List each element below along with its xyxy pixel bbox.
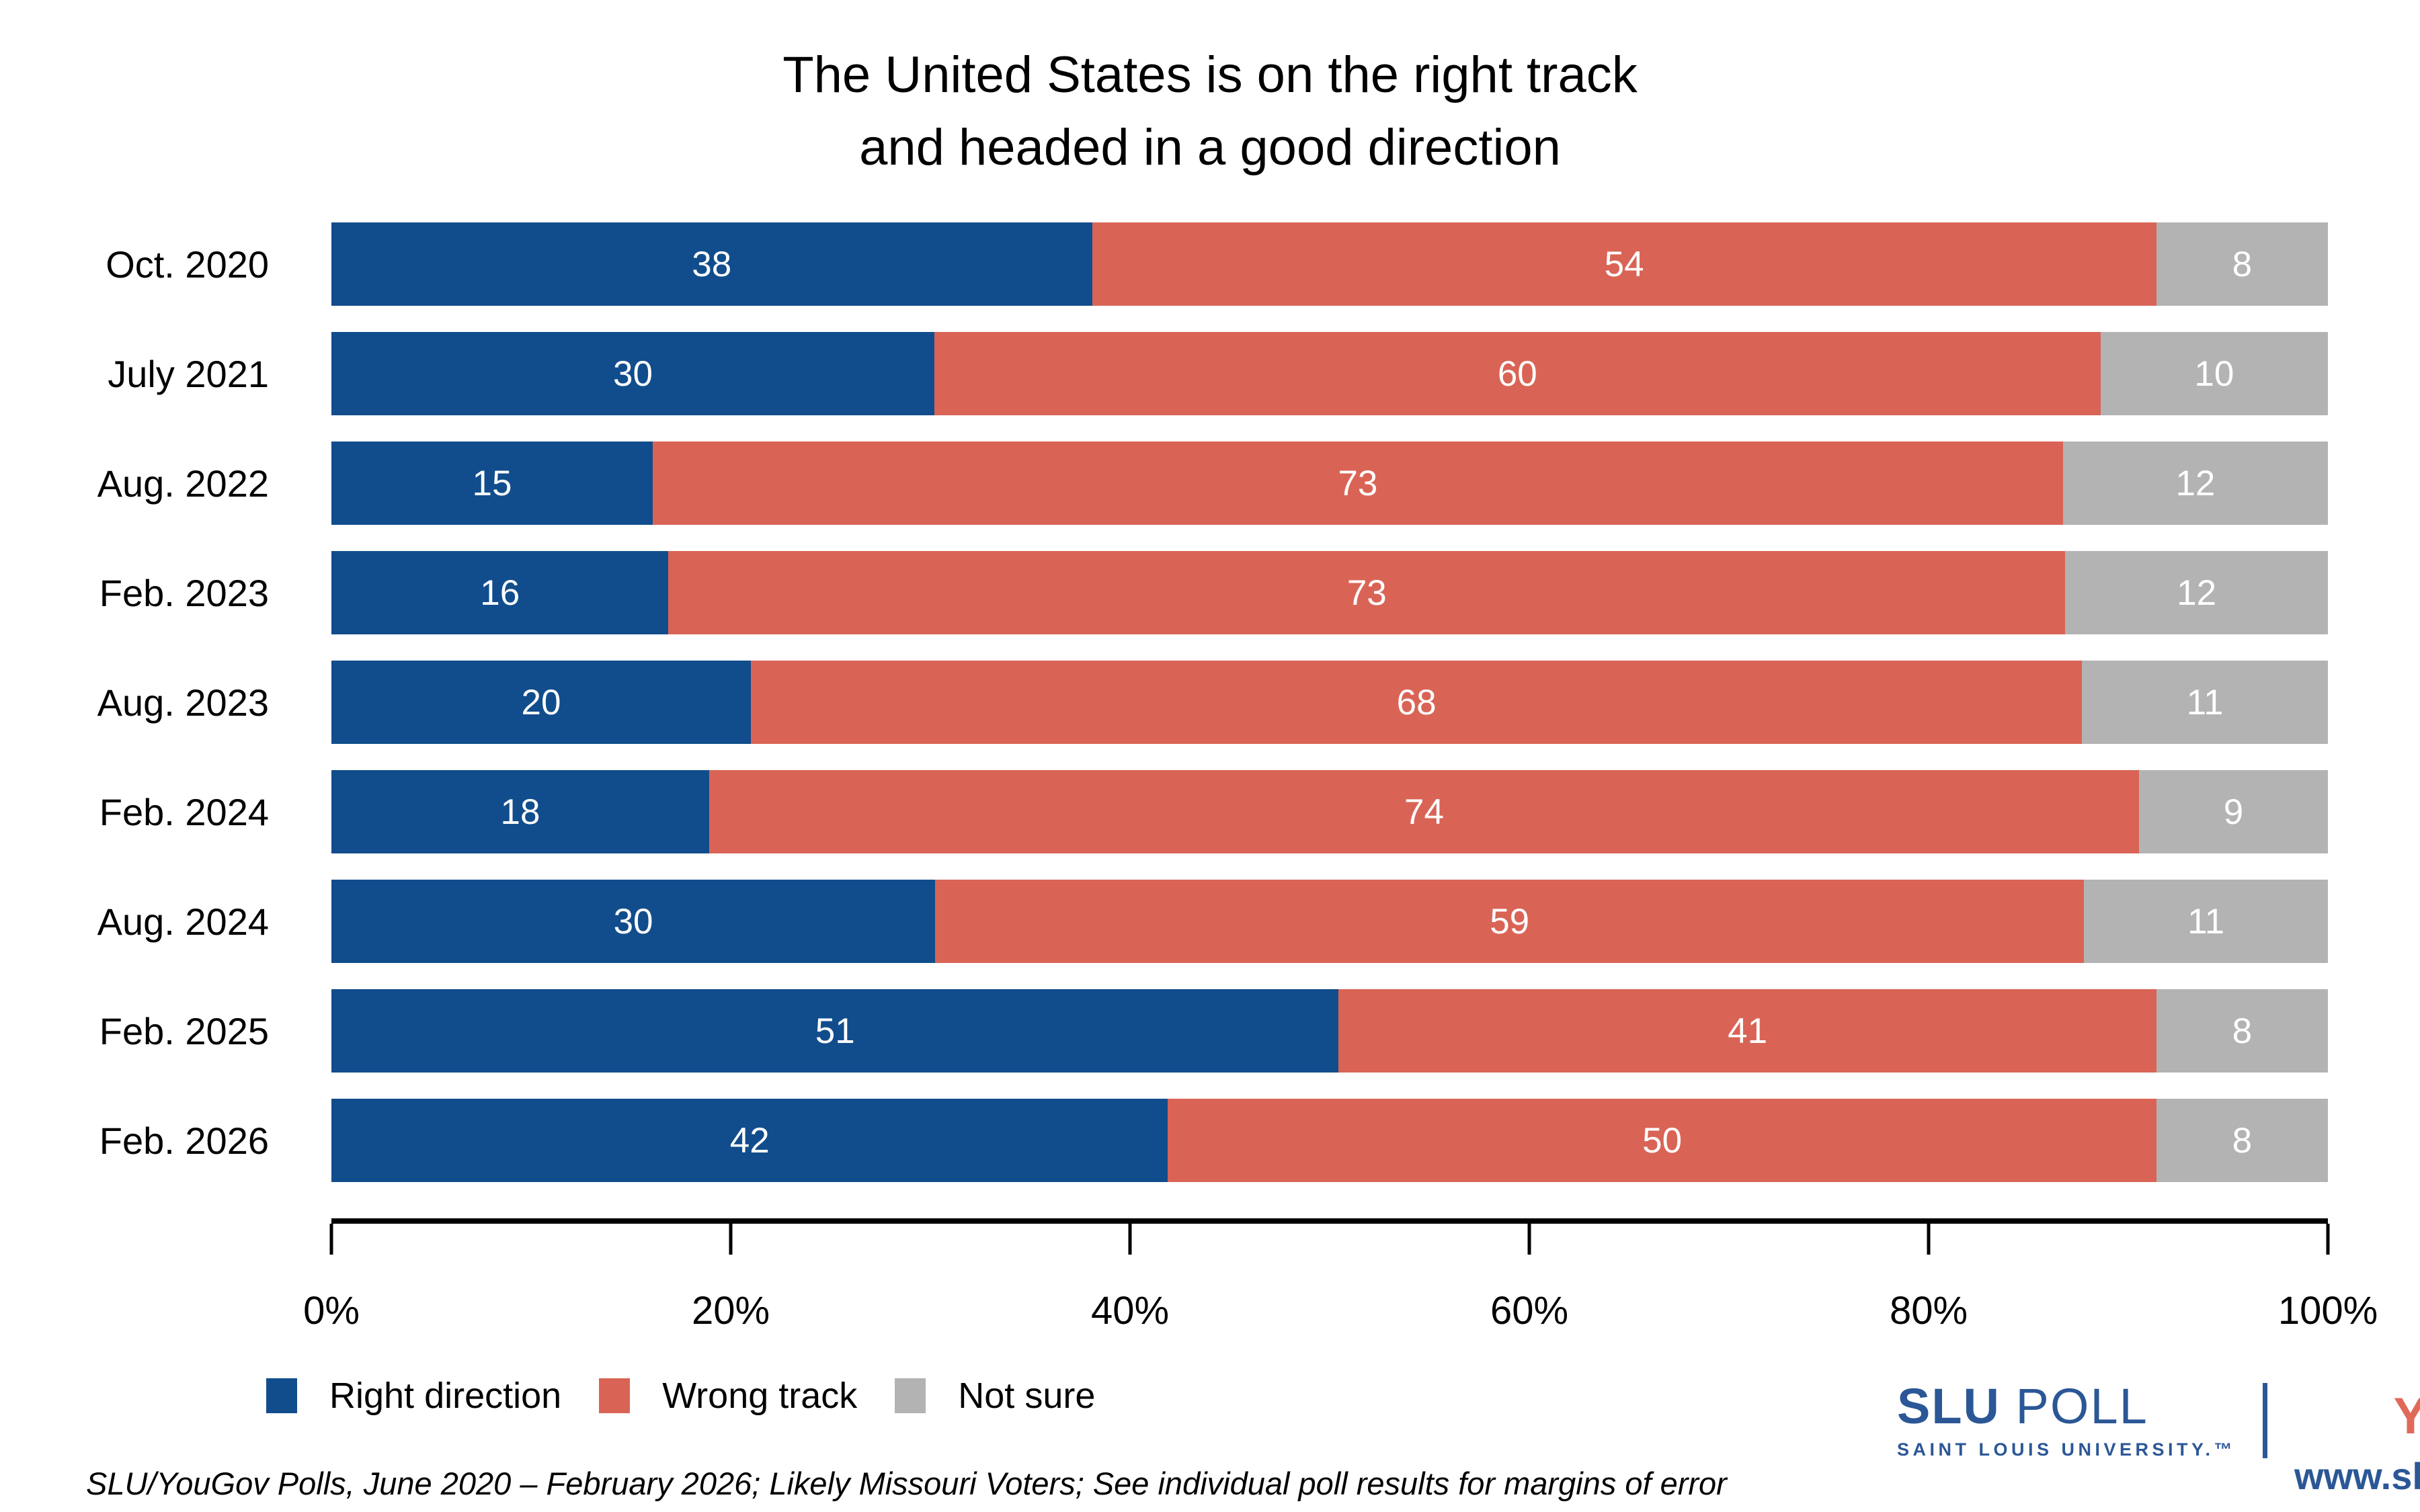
bar-segment-wrong-track: 60 [934, 332, 2101, 415]
bar-segment-not-sure: 9 [2139, 770, 2328, 853]
bar-segment-not-sure: 11 [2082, 661, 2328, 744]
bar-segment-wrong-track: 68 [751, 661, 2083, 744]
axis-tick-label: 60% [1490, 1289, 1569, 1333]
slu-poll-url: www.slu.edu/poll [2294, 1455, 2420, 1497]
legend-item-not-sure: Not sure [895, 1375, 1095, 1417]
footnote: SLU/YouGov Polls, June 2020 – February 2… [86, 1466, 1727, 1501]
legend-item-right-direction: Right direction [266, 1375, 561, 1417]
legend: Right direction Wrong track Not sure [266, 1375, 1095, 1417]
branding: SLU POLL SAINT LOUIS UNIVERSITY.™ YouGov… [1897, 1382, 2420, 1498]
bar-segment-right-direction: 15 [331, 442, 653, 525]
bar-segment-right-direction: 16 [331, 551, 669, 634]
legend-swatch [599, 1378, 631, 1413]
bar-segment-not-sure: 12 [2062, 442, 2328, 525]
stacked-bar: 20 68 11 [331, 661, 2328, 744]
axis-tick-mark [1527, 1224, 1531, 1255]
bar-segment-right-direction: 30 [331, 332, 934, 415]
legend-swatch [266, 1378, 297, 1413]
yougov-wordmark: YouGov® [2394, 1391, 2420, 1442]
row-label: Feb. 2023 [99, 571, 269, 614]
bar-segment-right-direction: 51 [331, 989, 1339, 1073]
legend-swatch [895, 1378, 926, 1413]
axis-tick-mark [329, 1224, 333, 1255]
bar-segment-not-sure: 11 [2084, 880, 2328, 963]
chart-row: Feb. 2026 42 50 8 [0, 1099, 2329, 1182]
axis-tick-label: 80% [1889, 1289, 1968, 1333]
bar-segment-not-sure: 12 [2065, 551, 2328, 634]
bar-segment-wrong-track: 59 [935, 880, 2085, 963]
axis-tick-label: 40% [1090, 1289, 1170, 1333]
bar-segment-not-sure: 10 [2100, 332, 2328, 415]
legend-label: Right direction [329, 1376, 562, 1416]
row-label: Oct. 2020 [106, 243, 269, 286]
bar-segment-wrong-track: 54 [1092, 222, 2156, 306]
row-label: Aug. 2022 [97, 462, 269, 505]
yougov-logo: YouGov® www.slu.edu/poll [2294, 1382, 2420, 1498]
chart-row: Aug. 2024 30 59 11 [0, 880, 2328, 963]
row-label: Feb. 2025 [99, 1009, 269, 1052]
chart-title-line1: The United States is on the right track [782, 46, 1638, 103]
bar-segment-not-sure: 8 [2156, 1099, 2329, 1182]
axis-tick-label: 20% [691, 1289, 770, 1333]
slu-poll-logo: SLU POLL SAINT LOUIS UNIVERSITY.™ [1897, 1382, 2236, 1460]
poll-text: POLL [2001, 1378, 2148, 1434]
stacked-bar: 15 73 12 [331, 442, 2328, 525]
legend-label: Not sure [958, 1376, 1096, 1416]
bar-segment-right-direction: 38 [331, 222, 1092, 306]
bar-segment-not-sure: 8 [2156, 222, 2328, 306]
axis-tick-mark [729, 1224, 733, 1255]
legend-label: Wrong track [662, 1376, 858, 1416]
axis-tick-mark [1128, 1224, 1132, 1255]
stacked-bar: 42 50 8 [331, 1099, 2329, 1182]
axis-tick-mark [2326, 1224, 2330, 1255]
chart-title-line2: and headed in a good direction [859, 118, 1561, 176]
bar-segment-wrong-track: 50 [1168, 1099, 2156, 1182]
row-label: July 2021 [108, 352, 269, 395]
bar-segment-not-sure: 8 [2156, 989, 2328, 1073]
slu-text: SLU [1897, 1378, 2001, 1434]
legend-item-wrong-track: Wrong track [599, 1375, 857, 1417]
chart-row: July 2021 30 60 10 [0, 332, 2328, 415]
bar-segment-wrong-track: 73 [652, 442, 2063, 525]
bar-segment-wrong-track: 73 [668, 551, 2066, 634]
bar-segment-right-direction: 30 [331, 880, 936, 963]
chart-row: Aug. 2023 20 68 11 [0, 661, 2328, 744]
axis-tick-label: 100% [2277, 1289, 2378, 1333]
chart-row: Oct. 2020 38 54 8 [0, 222, 2328, 306]
stacked-bar: 30 59 11 [331, 880, 2328, 963]
logo-divider [2263, 1383, 2268, 1458]
axis-tick-label: 0% [303, 1289, 360, 1333]
stacked-bar: 51 41 8 [331, 989, 2328, 1073]
stacked-bar: 16 73 12 [331, 551, 2328, 634]
slu-subtitle: SAINT LOUIS UNIVERSITY.™ [1897, 1439, 2236, 1460]
x-axis: 0% 20% 40% 60% 80% 100% [303, 1218, 2378, 1333]
bar-segment-wrong-track: 41 [1338, 989, 2156, 1073]
row-label: Feb. 2026 [99, 1119, 269, 1162]
stacked-bar: 30 60 10 [331, 332, 2328, 415]
chart-row: Feb. 2023 16 73 12 [0, 551, 2328, 634]
bar-segment-right-direction: 18 [331, 770, 709, 853]
chart-row: Feb. 2025 51 41 8 [0, 989, 2328, 1073]
chart-row: Aug. 2022 15 73 12 [0, 442, 2328, 525]
stacked-bar: 38 54 8 [331, 222, 2328, 306]
bar-segment-right-direction: 42 [331, 1099, 1168, 1182]
row-label: Aug. 2024 [97, 900, 269, 943]
bar-segment-wrong-track: 74 [709, 770, 2139, 853]
stacked-bar: 18 74 9 [331, 770, 2328, 853]
row-label: Aug. 2023 [97, 681, 269, 724]
row-label: Feb. 2024 [99, 790, 269, 833]
axis-tick-mark [1927, 1224, 1931, 1255]
chart-rows: Oct. 2020 38 54 8 July 2021 30 60 10 Aug. 2022 15… [0, 222, 2329, 1208]
chart-title: The United States is on the right track … [0, 39, 2420, 184]
bar-segment-right-direction: 20 [331, 661, 752, 744]
yougov-text: YouGov [2393, 1388, 2420, 1445]
slu-poll-wordmark: SLU POLL [1897, 1382, 2236, 1431]
chart-row: Feb. 2024 18 74 9 [0, 770, 2328, 853]
